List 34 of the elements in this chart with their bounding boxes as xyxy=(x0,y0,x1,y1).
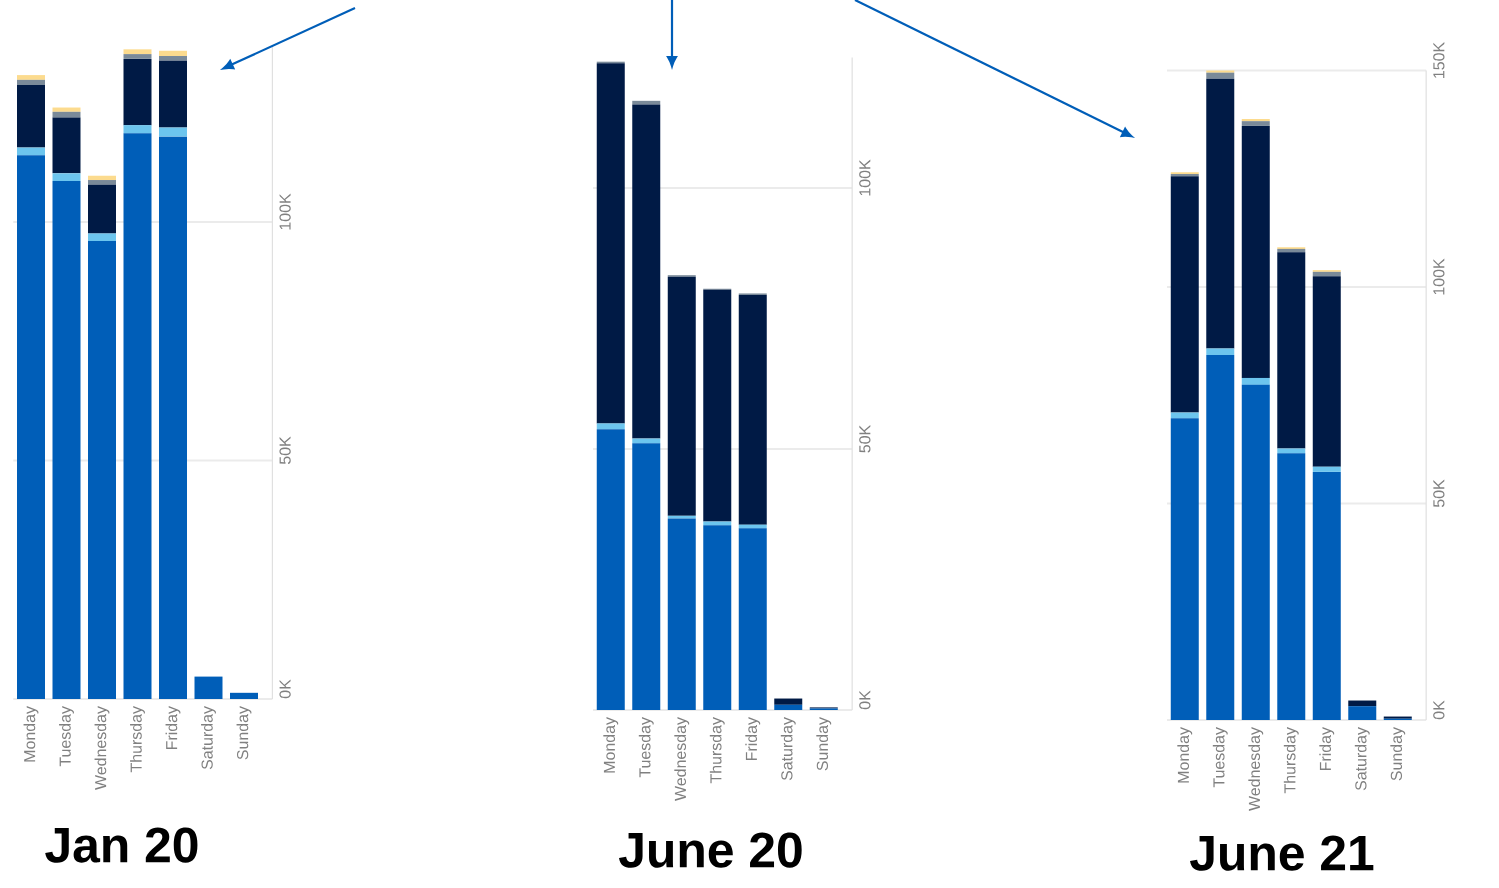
y-tick-label: 100K xyxy=(279,193,291,230)
y-tick-label: 50K xyxy=(859,425,871,453)
text: June 21 xyxy=(1190,835,1374,871)
text: June 20 xyxy=(619,832,802,868)
x-tick-label: Friday xyxy=(1319,727,1335,771)
x-tick-label: Tuesday xyxy=(59,706,74,767)
x-tick-label: Sunday xyxy=(1390,727,1406,781)
x-tick-label: Monday xyxy=(603,717,619,773)
x-tick-label: Sunday xyxy=(236,706,252,760)
x-tick-label: Wednesday xyxy=(1248,727,1264,811)
x-tick-label: Saturday xyxy=(1354,727,1370,791)
x-tick-label: Thursday xyxy=(130,706,145,773)
x-tick-label: Friday xyxy=(165,706,181,750)
y-tick-label: 0K xyxy=(1433,700,1445,720)
x-tick-label: Wednesday xyxy=(94,706,110,790)
x-tick-label: Monday xyxy=(23,706,39,762)
y-tick-label: 0K xyxy=(859,690,871,710)
x-tick-label: Wednesday xyxy=(674,717,690,801)
x-tick-label: Tuesday xyxy=(1212,727,1228,788)
y-tick-label: 50K xyxy=(1433,479,1445,508)
x-tick-label: Friday xyxy=(745,717,761,761)
x-tick-label: Thursday xyxy=(709,717,725,784)
x-tick-label: Sunday xyxy=(816,717,832,771)
text: Jan 20 xyxy=(45,827,198,863)
y-tick-label: 50K xyxy=(279,436,291,465)
x-tick-label: Thursday xyxy=(1283,727,1299,794)
x-tick-label: Monday xyxy=(1177,727,1193,783)
y-tick-label: 150K xyxy=(1433,42,1445,78)
y-tick-label: 0K xyxy=(279,679,291,699)
y-tick-label: 100K xyxy=(1433,258,1445,295)
x-tick-label: Tuesday xyxy=(638,717,654,778)
x-tick-label: Saturday xyxy=(780,717,796,781)
y-tick-label: 100K xyxy=(859,159,871,196)
x-tick-label: Saturday xyxy=(201,706,216,770)
